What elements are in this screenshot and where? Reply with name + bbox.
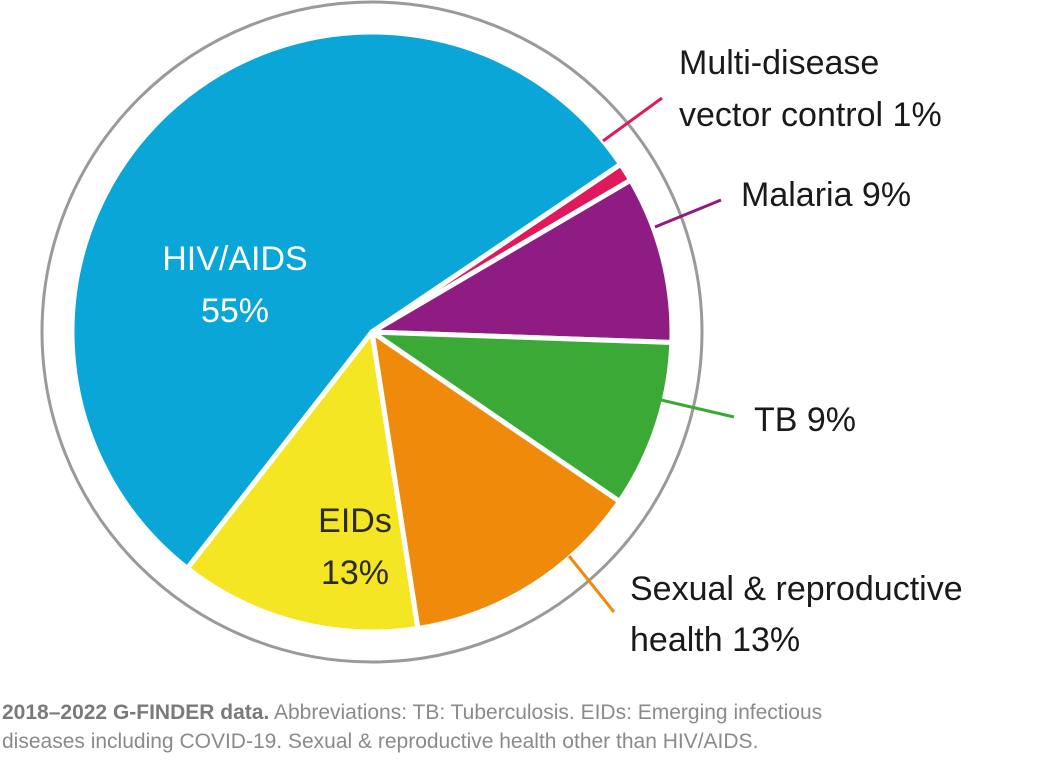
pie-slice-hiv-aids xyxy=(69,29,624,571)
footnote-line1: Abbreviations: TB: Tuberculosis. EIDs: E… xyxy=(269,701,823,724)
srh-label-line2: health 13% xyxy=(630,621,800,659)
tb-label: TB 9% xyxy=(754,401,856,439)
pie-slices xyxy=(69,29,675,635)
tb-leader-line xyxy=(660,398,735,419)
pie-chart: HIV/AIDS 55% EIDs 13% Multi-disease vect… xyxy=(40,0,963,664)
srh-label-line1: Sexual & reproductive xyxy=(630,570,963,608)
vector-control-leader-line xyxy=(602,96,663,143)
vector-control-label-line1: Multi-disease xyxy=(679,44,879,82)
pie-slice-malaria xyxy=(369,177,675,345)
pie-slice-sexual-reproductive-health xyxy=(369,329,623,631)
malaria-leader-line xyxy=(654,198,722,229)
footnote: 2018–2022 G-FINDER data. Abbreviations: … xyxy=(2,698,1042,756)
vector-control-label-line2: vector control 1% xyxy=(679,96,942,134)
footnote-source: 2018–2022 G-FINDER data. xyxy=(2,701,270,724)
outer-ring xyxy=(40,0,704,664)
hiv-label-value: 55% xyxy=(201,292,269,330)
hiv-label-name: HIV/AIDS xyxy=(162,240,307,278)
malaria-label: Malaria 9% xyxy=(741,176,911,214)
pie-slice-tb xyxy=(369,329,675,504)
footnote-line2: diseases including COVID-19. Sexual & re… xyxy=(2,730,759,753)
srh-leader-line xyxy=(567,555,616,613)
eids-label-value: 13% xyxy=(321,554,389,592)
pie-slice-eids xyxy=(184,329,421,635)
eids-label-name: EIDs xyxy=(318,502,392,540)
